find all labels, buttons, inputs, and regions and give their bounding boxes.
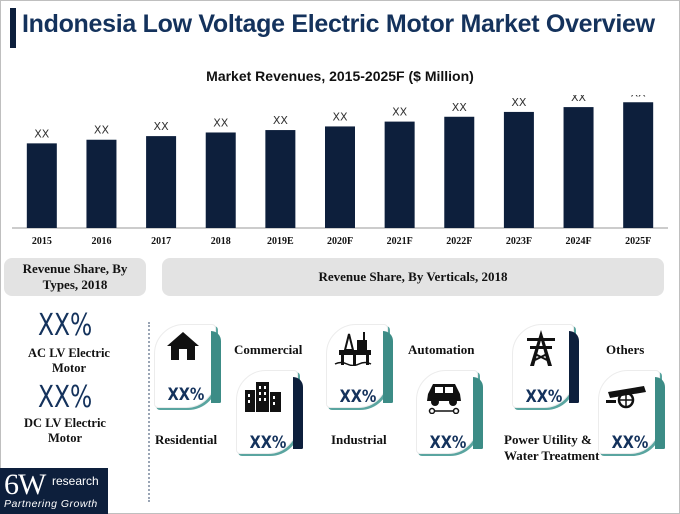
tick-label-2022F: 2022F (446, 236, 472, 247)
logo-sub-text: research (52, 474, 99, 488)
bar-2017 (146, 136, 177, 228)
residential-share: XX% (167, 385, 205, 405)
data-label-2019E: XX (273, 114, 289, 127)
tick-label-2021F: 2021F (387, 236, 413, 247)
tick-label-2025F: 2025F (625, 236, 651, 247)
car-icon (427, 384, 461, 414)
cannon-icon (606, 386, 646, 409)
others-label: Others (606, 342, 645, 357)
automation-card: XX% (416, 370, 483, 454)
logo-main-text: 6W (4, 468, 46, 501)
commercial-share: XX% (249, 433, 287, 453)
commercial-label: Commercial (234, 342, 303, 357)
bar-2019E (265, 130, 296, 228)
oil-rig-icon (334, 332, 372, 366)
bar-2020F (325, 126, 355, 228)
bar-2023F (503, 111, 534, 228)
buildings-icon (245, 382, 281, 412)
bar-2025F (623, 102, 654, 228)
ac-motor-share: XX% (38, 308, 93, 343)
ac-motor-label: AC LV Electric Motor (28, 346, 110, 375)
residential-label: Residential (155, 432, 218, 447)
tick-label-2016: 2016 (91, 236, 111, 247)
automation-share: XX% (429, 433, 467, 453)
bar-2018 (205, 132, 236, 228)
house-icon (167, 332, 199, 360)
dc-motor-share: XX% (38, 380, 93, 415)
tick-label-2015: 2015 (32, 236, 52, 247)
verticals-heading: Revenue Share, By Verticals, 2018 (162, 258, 664, 296)
commercial-card: XX% (236, 370, 303, 454)
bar-2015 (26, 143, 57, 228)
industrial-label: Industrial (331, 432, 387, 447)
bar-2024F (563, 107, 594, 228)
section-divider (148, 322, 150, 502)
title-accent-bar (10, 8, 16, 48)
data-label-2016: XX (94, 124, 110, 137)
data-label-2023F: XX (511, 96, 527, 109)
data-label-2020F: XX (332, 110, 348, 123)
bar-2021F (384, 121, 415, 228)
bar-2022F (444, 116, 475, 228)
tick-label-2024F: 2024F (565, 236, 591, 247)
data-label-2015: XX (34, 127, 50, 140)
tick-label-2020F: 2020F (327, 236, 353, 247)
data-label-2022F: XX (452, 101, 468, 114)
power-tower-icon (527, 330, 555, 366)
industrial-card: XX% (326, 324, 393, 408)
industrial-share: XX% (339, 387, 377, 407)
page-title: Indonesia Low Voltage Electric Motor Mar… (22, 10, 655, 38)
automation-label: Automation (408, 342, 475, 357)
revenue-bar-chart: XX 2015 XX 2016 XX 2017 XX 2018 XX 2019E XX 2020F XX… (12, 95, 668, 247)
others-card: XX% (598, 370, 665, 454)
dc-motor-label: DC LV Electric Motor (24, 416, 106, 445)
company-logo: 6W research Partnering Growth (0, 468, 108, 514)
tick-label-2023F: 2023F (506, 236, 532, 247)
data-label-2024F: XX (571, 95, 587, 104)
power-utility-label: Power Utility & Water Treatment (504, 432, 600, 463)
data-label-2025F: XX (631, 95, 647, 99)
chart-title: Market Revenues, 2015-2025F ($ Million) (206, 68, 474, 84)
data-label-2017: XX (154, 120, 170, 133)
types-heading: Revenue Share, By Types, 2018 (4, 258, 146, 296)
data-label-2018: XX (213, 116, 229, 129)
logo-tagline: Partnering Growth (4, 498, 98, 510)
bar-2016 (86, 139, 117, 228)
tick-label-2018: 2018 (211, 236, 231, 247)
tick-label-2019E: 2019E (267, 236, 294, 247)
others-share: XX% (611, 433, 649, 453)
tick-label-2017: 2017 (151, 236, 171, 247)
data-label-2021F: XX (392, 106, 408, 119)
power-utility-share: XX% (525, 387, 563, 407)
